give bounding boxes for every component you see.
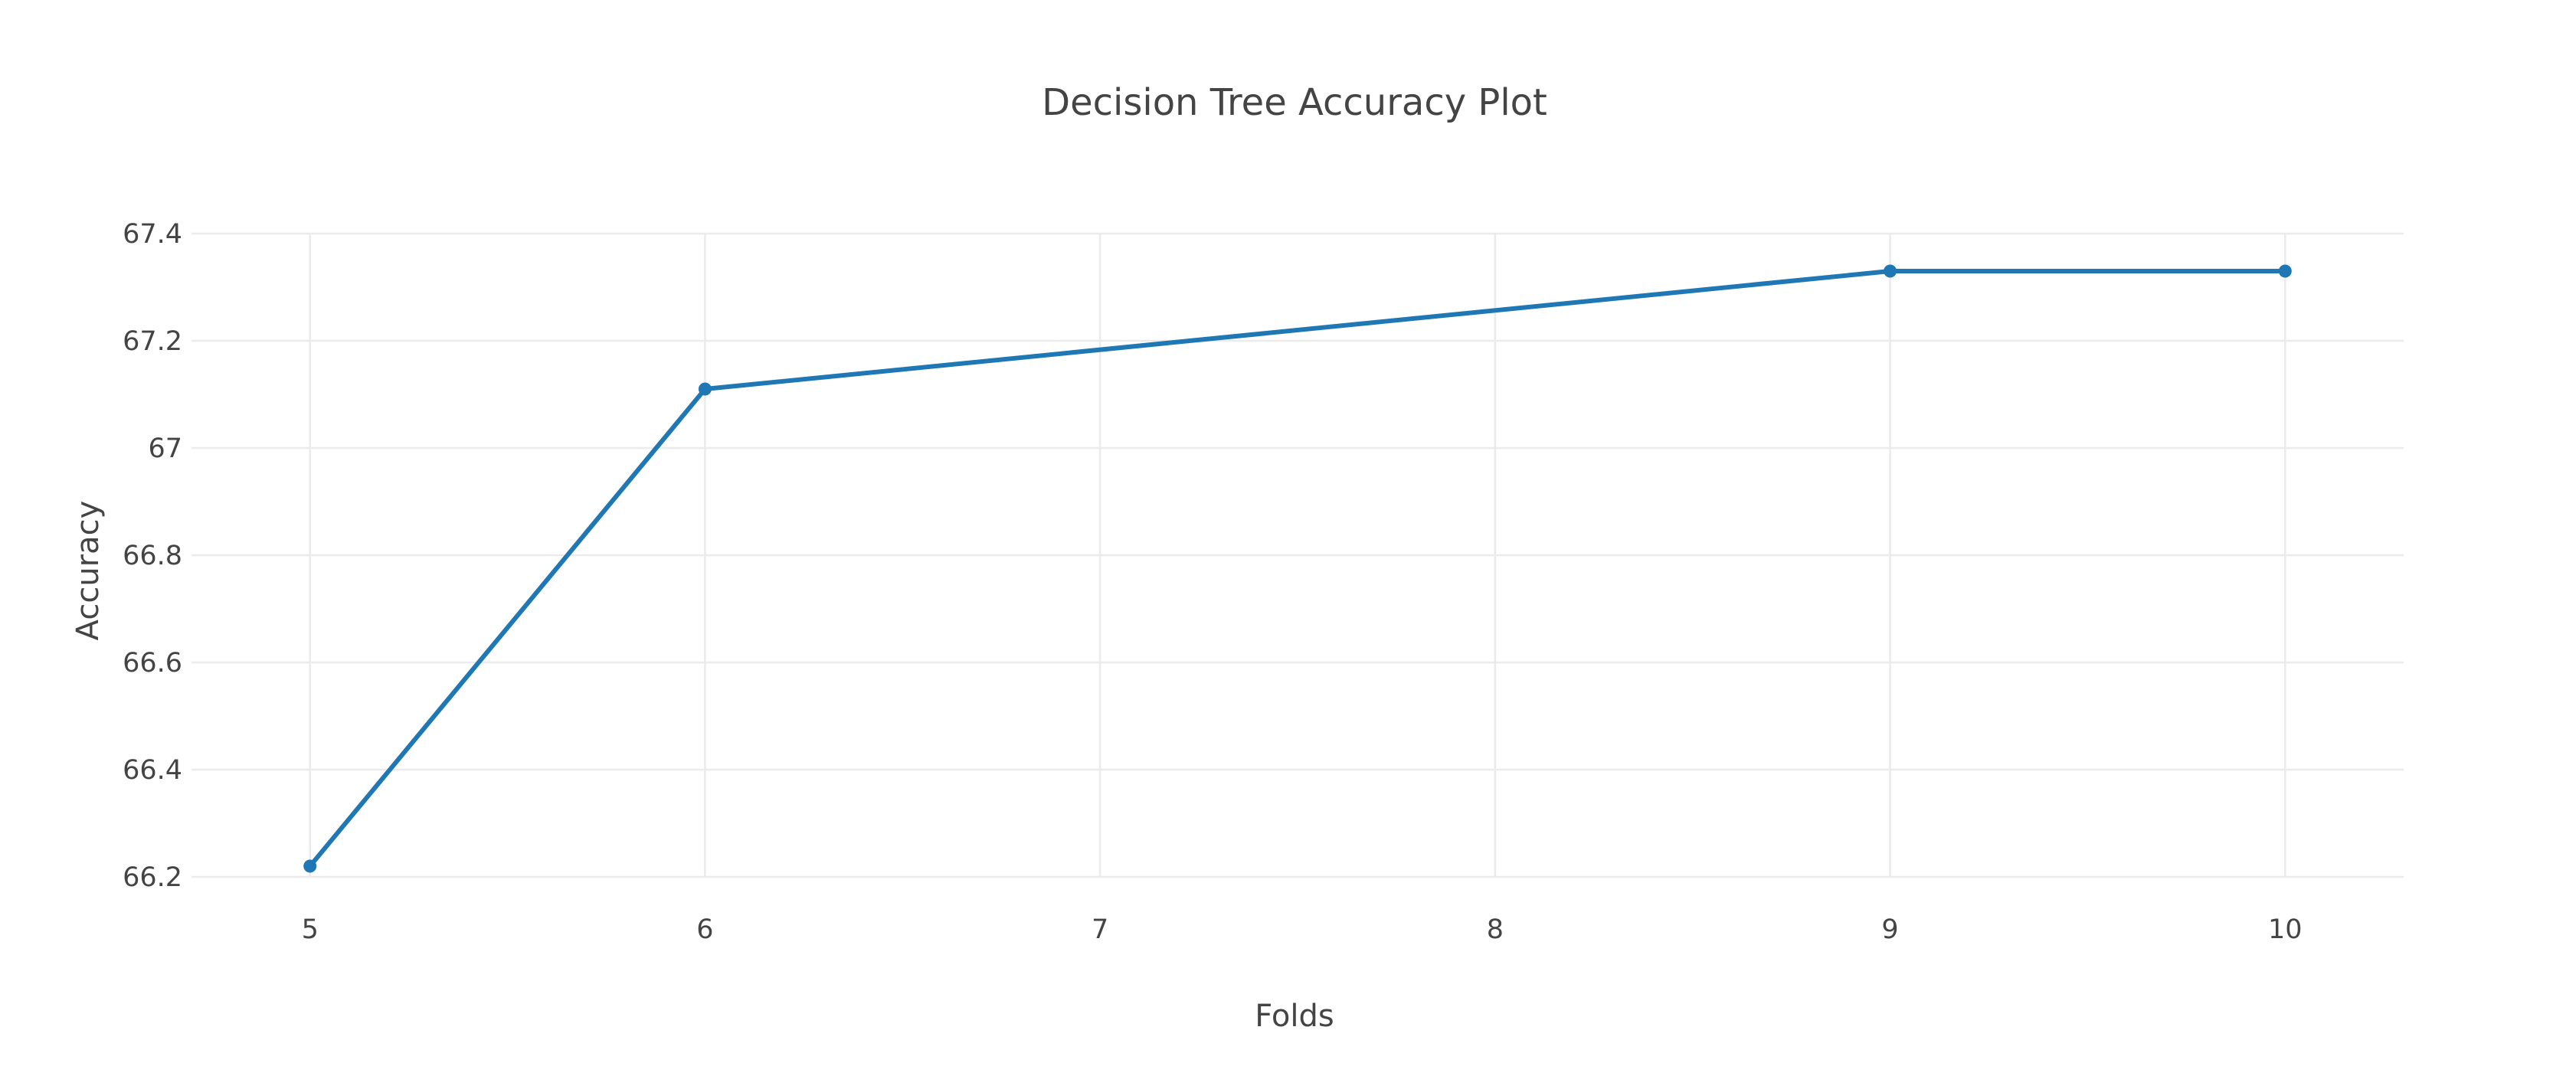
- y-tick-label-67-2: 67.2: [123, 326, 182, 357]
- data-point-6[interactable]: [698, 382, 712, 396]
- y-axis-title: Accuracy: [70, 501, 106, 641]
- series-line-0: [307, 269, 2288, 868]
- y-axis-ticks: 66.2 66.4 66.6 66.8 67 67.2 67.4: [123, 219, 182, 893]
- data-point-10[interactable]: [2278, 264, 2292, 278]
- y-tick-label-66-2: 66.2: [123, 862, 182, 893]
- x-axis-title: Folds: [1255, 999, 1334, 1034]
- y-tick-label-66-6: 66.6: [123, 648, 182, 679]
- y-tick-label-67: 67: [148, 433, 182, 464]
- x-tick-label-9: 9: [1881, 914, 1898, 945]
- chart-title: Decision Tree Accuracy Plot: [1042, 81, 1547, 124]
- series-layer: [303, 264, 2292, 873]
- y-tick-label-66-4: 66.4: [123, 755, 182, 786]
- x-tick-label-6: 6: [696, 914, 713, 945]
- data-point-9[interactable]: [1884, 264, 1897, 278]
- y-tick-label-67-4: 67.4: [123, 219, 182, 250]
- x-tick-label-10: 10: [2268, 914, 2303, 945]
- x-axis-ticks: 5 6 7 8 9 10: [302, 914, 2303, 945]
- x-tick-label-8: 8: [1487, 914, 1504, 945]
- x-tick-label-7: 7: [1092, 914, 1108, 945]
- data-point-5[interactable]: [303, 859, 317, 873]
- x-tick-label-5: 5: [302, 914, 319, 945]
- y-gridlines: [191, 232, 2404, 878]
- y-tick-label-66-8: 66.8: [123, 541, 182, 571]
